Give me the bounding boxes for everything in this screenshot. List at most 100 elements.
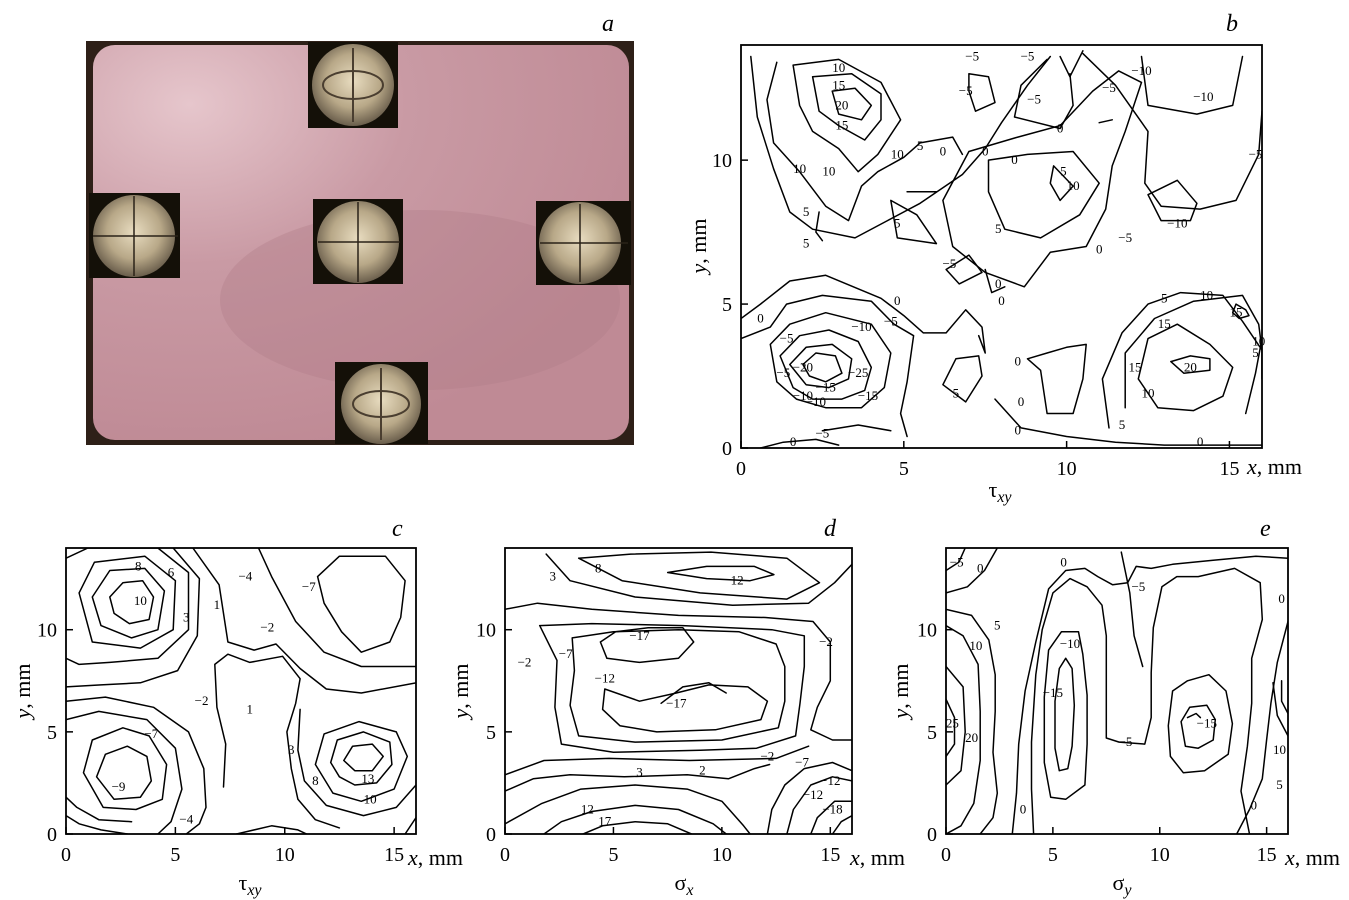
contour-label: −2 <box>518 654 532 669</box>
contour-label: 5 <box>803 236 810 251</box>
contour-label: 0 <box>1018 394 1025 409</box>
y-axis-label: y, mm <box>10 664 35 721</box>
contour-line <box>1049 165 1074 202</box>
contour-label: −7 <box>795 755 809 770</box>
contour-line <box>1180 704 1217 749</box>
photo-panel <box>86 41 634 445</box>
contour-lines-e <box>946 548 1288 834</box>
contour-label: 10 <box>822 164 835 179</box>
contour-line <box>545 553 852 606</box>
x-tick-label: 0 <box>500 844 510 866</box>
contour-label: 13 <box>361 771 374 786</box>
panel-letter-d: d <box>824 516 837 542</box>
contour-line <box>1170 355 1211 374</box>
x-tick-label: 0 <box>61 844 71 866</box>
contour-label: 15 <box>832 77 845 92</box>
contour-label: −20 <box>793 359 813 374</box>
contour-label: 8 <box>135 558 142 573</box>
contour-label: −10 <box>793 388 813 403</box>
contour-line <box>66 814 129 834</box>
contour-line <box>95 745 153 801</box>
contour-label: 5 <box>1060 164 1067 179</box>
contour-label: −5 <box>965 49 979 64</box>
contour-label: −10 <box>1167 216 1187 231</box>
contour-label: 15 <box>1158 316 1171 331</box>
contour-label: 10 <box>134 593 147 608</box>
contour-line <box>66 548 201 688</box>
contour-label: −15 <box>1043 685 1063 700</box>
contour-label: 5 <box>1252 345 1259 360</box>
contour-line <box>1120 551 1144 668</box>
contour-line <box>505 784 751 834</box>
contour-line <box>1059 50 1084 78</box>
contour-label: −4 <box>179 812 193 827</box>
contour-line <box>792 58 902 173</box>
contour-label: −5 <box>1249 146 1263 161</box>
contour-line <box>802 352 843 383</box>
contour-label: 0 <box>1057 121 1064 136</box>
y-tick-label: 10 <box>712 150 732 172</box>
contour-line <box>66 696 207 834</box>
contour-label: 0 <box>1197 434 1204 449</box>
x-axis-label: x, mm <box>407 845 463 870</box>
contour-label: −10 <box>806 394 826 409</box>
contour-label: 15 <box>1129 359 1142 374</box>
contour-label: 15 <box>835 118 848 133</box>
contour-label: 6 <box>168 565 175 580</box>
contour-line <box>1101 291 1262 429</box>
contour-label: −25 <box>848 365 868 380</box>
contour-line <box>810 800 852 834</box>
contour-line <box>1244 337 1262 415</box>
contour-label: 0 <box>998 293 1005 308</box>
contour-label: −5 <box>1131 579 1145 594</box>
contour-label: −2 <box>260 620 274 635</box>
x-tick-label: 10 <box>712 844 732 866</box>
contour-line <box>759 438 840 448</box>
contour-line <box>1098 119 1113 124</box>
contour-label: 0 <box>1251 797 1258 812</box>
conoscopic-inset-right <box>536 201 631 285</box>
contour-line <box>1272 682 1288 737</box>
y-tick-label: 10 <box>37 620 57 642</box>
contour-line <box>945 254 983 285</box>
contour-label: 3 <box>549 569 556 584</box>
contour-label: −17 <box>629 628 650 643</box>
contour-lines-c <box>66 548 416 834</box>
plot-caption: σx <box>675 870 694 899</box>
contour-lines-b <box>741 50 1262 448</box>
contour-label: −10 <box>851 319 871 334</box>
contour-line <box>235 825 308 834</box>
contour-line <box>505 602 852 741</box>
contour-line <box>1280 680 1288 715</box>
contour-line <box>660 682 727 705</box>
conoscopic-inset-left <box>89 193 180 278</box>
contour-label: −5 <box>884 313 898 328</box>
contour-line <box>811 73 882 141</box>
contour-label: −4 <box>238 569 252 584</box>
plot-caption: σy <box>1113 870 1133 899</box>
contour-label: 3 <box>636 765 643 780</box>
contour-line <box>1011 555 1288 834</box>
panel-letter-e: e <box>1260 516 1271 542</box>
contour-label: 15 <box>1230 305 1243 320</box>
plot-caption: τxy <box>238 870 262 899</box>
contour-label: 3 <box>183 610 190 625</box>
panel-letter-c: c <box>392 516 403 542</box>
conoscopic-inset-top <box>308 42 398 128</box>
contour-label: 0 <box>1011 152 1018 167</box>
contour-label: 10 <box>832 60 845 75</box>
contour-label: 0 <box>757 311 764 326</box>
plot-frame <box>740 44 1263 449</box>
contour-line <box>1124 294 1262 409</box>
panel-letter-a: a <box>602 11 614 37</box>
x-tick-label: 10 <box>275 844 295 866</box>
contour-line <box>741 294 915 438</box>
y-axis-label: y, mm <box>686 219 711 276</box>
contour-label: 10 <box>969 638 982 653</box>
contour-line <box>329 731 393 786</box>
y-tick-label: 10 <box>476 620 496 642</box>
contour-label: −5 <box>1021 49 1035 64</box>
contour-line <box>890 199 938 245</box>
contour-line <box>942 355 983 403</box>
contour-label: 1 <box>247 701 254 716</box>
